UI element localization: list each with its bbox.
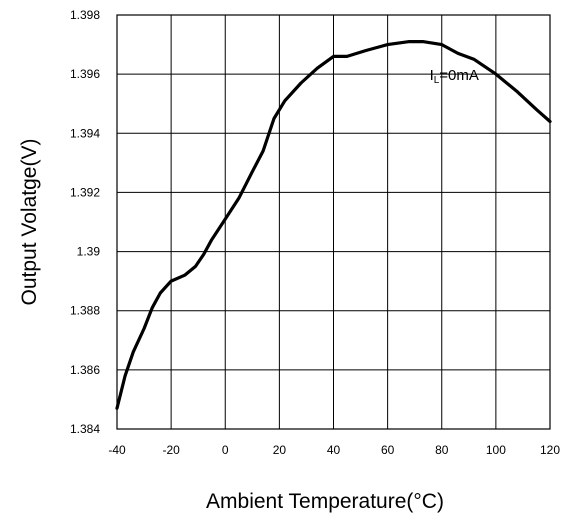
y-tick-label: 1.386 <box>70 363 100 377</box>
y-tick-label: 1.392 <box>70 185 100 199</box>
x-tick-label: -20 <box>162 443 180 457</box>
x-tick-label: 40 <box>327 443 341 457</box>
x-tick-label: 20 <box>273 443 287 457</box>
y-tick-label: 1.398 <box>70 8 100 22</box>
x-axis-ticks: -40 -20 0 20 40 60 80 100 120 <box>108 443 560 457</box>
grid-lines <box>116 14 551 430</box>
y-tick-label: 1.39 <box>77 245 101 259</box>
plot-frame <box>116 14 551 430</box>
annotation-rest: =0mA <box>439 67 479 84</box>
annotation-subscript: L <box>434 75 440 86</box>
load-current-annotation: IL=0mA <box>430 67 479 86</box>
y-tick-label: 1.396 <box>70 67 100 81</box>
x-tick-label: 120 <box>540 443 560 457</box>
y-tick-label: 1.388 <box>70 304 100 318</box>
series-line-output-voltage <box>115 40 552 410</box>
x-tick-label: 100 <box>486 443 506 457</box>
x-axis-title: Ambient Temperature(°C) <box>206 490 444 513</box>
y-axis-title: Output Volatge(V) <box>18 139 41 306</box>
x-tick-label: 80 <box>435 443 449 457</box>
y-tick-label: 1.394 <box>70 126 100 140</box>
y-axis-ticks: 1.398 1.396 1.394 1.392 1.39 1.388 1.386 1.384 <box>70 8 100 436</box>
x-tick-label: -40 <box>108 443 126 457</box>
annotation-main: I <box>430 67 434 84</box>
x-tick-label: 0 <box>222 443 229 457</box>
y-tick-label: 1.384 <box>70 422 100 436</box>
x-tick-label: 60 <box>381 443 395 457</box>
